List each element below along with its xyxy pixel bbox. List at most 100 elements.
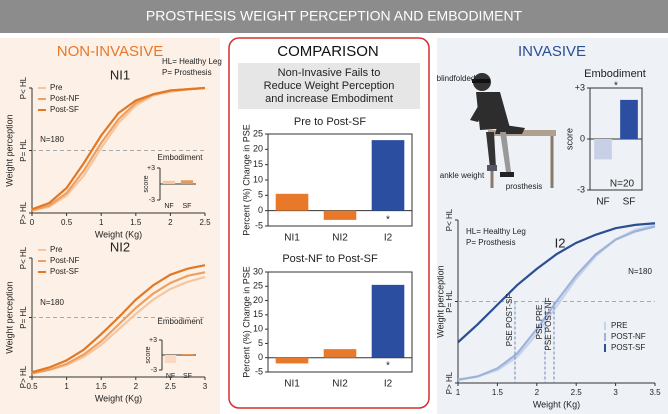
y-axis-label: Weight perception xyxy=(4,114,14,186)
x-tick-label: NF xyxy=(596,197,609,208)
y-tick-label: 10 xyxy=(253,174,263,184)
y-tick-label: 15 xyxy=(253,159,263,169)
legend-label: Post-NF xyxy=(50,256,79,265)
x-tick-label: 1 xyxy=(99,218,104,227)
header-bar xyxy=(0,0,668,33)
x-tick-label: I2 xyxy=(384,233,393,244)
y-tick-label: 0 xyxy=(258,352,263,362)
x-tick-label: 2.5 xyxy=(165,382,177,391)
subtitle-line: Non-Invasive Fails to xyxy=(278,67,381,79)
legend-label: Pre xyxy=(50,83,63,92)
y-tick-label: P> HL xyxy=(19,201,28,224)
section-title: INVASIVE xyxy=(518,43,586,60)
x-tick-label: 2 xyxy=(168,218,173,227)
plot-frame xyxy=(267,271,413,373)
y-axis-label: Percent (%) Change in PSE xyxy=(241,266,251,378)
y-tick-label: P= HL xyxy=(445,290,454,313)
chart-title: Embodiment xyxy=(584,68,646,80)
y-tick-label: 30 xyxy=(253,266,263,276)
note: HL= Healthy Leg xyxy=(162,57,222,66)
y-tick-label: P= HL xyxy=(19,139,28,162)
y-tick-label: 5 xyxy=(258,338,263,348)
y-tick-label: P> HL xyxy=(19,365,28,388)
subtitle-line: Reduce Weight Perception xyxy=(264,80,395,92)
legend-label: POST-SF xyxy=(611,343,645,352)
x-tick-label: SF xyxy=(183,373,192,380)
y-tick-label: P< HL xyxy=(19,246,28,269)
y-tick-label: -3 xyxy=(149,197,155,204)
x-tick-label: SF xyxy=(623,197,636,208)
chart-title: Pre to Post-SF xyxy=(294,116,366,128)
y-axis-label: score xyxy=(143,175,150,192)
annotation: N=180 xyxy=(40,298,64,307)
y-tick-label: P> HL xyxy=(445,371,454,394)
x-tick-label: NF xyxy=(164,203,173,210)
pse-label: PSE PRE xyxy=(535,305,544,340)
section-title: COMPARISON xyxy=(277,43,378,60)
y-tick-label: 25 xyxy=(253,128,263,138)
y-tick-label: +3 xyxy=(147,165,155,172)
bar xyxy=(371,284,405,358)
y-axis-label: Weight perception xyxy=(435,265,445,337)
x-tick-label: 1 xyxy=(456,388,461,397)
chart-title: Embodiment xyxy=(158,153,204,162)
bar xyxy=(275,357,309,364)
y-axis-label: Percent (%) Change in PSE xyxy=(241,124,251,236)
x-tick-label: NI1 xyxy=(284,379,300,390)
pse-label: PSE POST-NF xyxy=(544,297,553,350)
x-tick-label: NI1 xyxy=(284,233,300,244)
legend-label: Post-SF xyxy=(50,267,79,276)
y-axis-label: score xyxy=(564,128,574,150)
x-tick-label: 1 xyxy=(64,382,69,391)
subtitle-box xyxy=(238,63,420,109)
y-tick-label: -3 xyxy=(577,184,585,194)
bar xyxy=(181,354,194,355)
bar xyxy=(323,210,357,220)
chart-title: NI2 xyxy=(110,239,130,254)
y-tick-label: 20 xyxy=(253,295,263,305)
y-tick-label: 0 xyxy=(258,205,263,215)
x-tick-label: 3.5 xyxy=(649,388,661,397)
x-tick-label: 2 xyxy=(535,388,540,397)
bar xyxy=(323,349,357,358)
section-title: NON-INVASIVE xyxy=(57,43,163,60)
photo-label: prosthesis xyxy=(506,182,542,191)
y-tick-label: P< HL xyxy=(19,76,28,99)
x-tick-label: NF xyxy=(166,373,175,380)
y-tick-label: P< HL xyxy=(445,208,454,231)
x-tick-label: 0 xyxy=(30,218,35,227)
x-tick-label: I2 xyxy=(384,379,393,390)
chart-title: NI1 xyxy=(110,67,130,82)
x-tick-label: 3 xyxy=(613,388,618,397)
pse-label: PSE POST-SF xyxy=(505,294,514,347)
y-tick-label: +3 xyxy=(575,82,585,92)
y-tick-label: 15 xyxy=(253,309,263,319)
note: HL= Healthy Leg xyxy=(466,227,526,236)
y-tick-label: +3 xyxy=(149,337,157,344)
y-tick-label: -3 xyxy=(151,367,157,374)
series-line xyxy=(457,225,656,381)
x-tick-label: NI2 xyxy=(332,233,348,244)
y-tick-label: 5 xyxy=(258,190,263,200)
note: P= Prosthesis xyxy=(466,238,516,247)
x-axis-label: Weight (Kg) xyxy=(95,393,142,403)
series-line xyxy=(31,86,206,211)
y-tick-label: -5 xyxy=(255,366,263,376)
photo-label: blindfolded xyxy=(437,74,476,83)
bar xyxy=(275,193,309,211)
chart-title: I2 xyxy=(555,235,566,250)
y-tick-label: 20 xyxy=(253,144,263,154)
x-tick-label: 0.5 xyxy=(26,382,38,391)
annotation: N=180 xyxy=(40,135,64,144)
annotation: N=20 xyxy=(610,179,635,190)
note: P= Prosthesis xyxy=(162,68,212,77)
x-tick-label: 3 xyxy=(203,382,208,391)
bar xyxy=(180,180,194,184)
legend-label: POST-NF xyxy=(611,332,646,341)
y-tick-label: -5 xyxy=(255,220,263,230)
legend-label: Post-SF xyxy=(50,105,79,114)
photo-label: ankle weight xyxy=(440,171,485,180)
x-axis-label: Weight (Kg) xyxy=(95,229,142,239)
y-tick-label: P= HL xyxy=(19,306,28,329)
